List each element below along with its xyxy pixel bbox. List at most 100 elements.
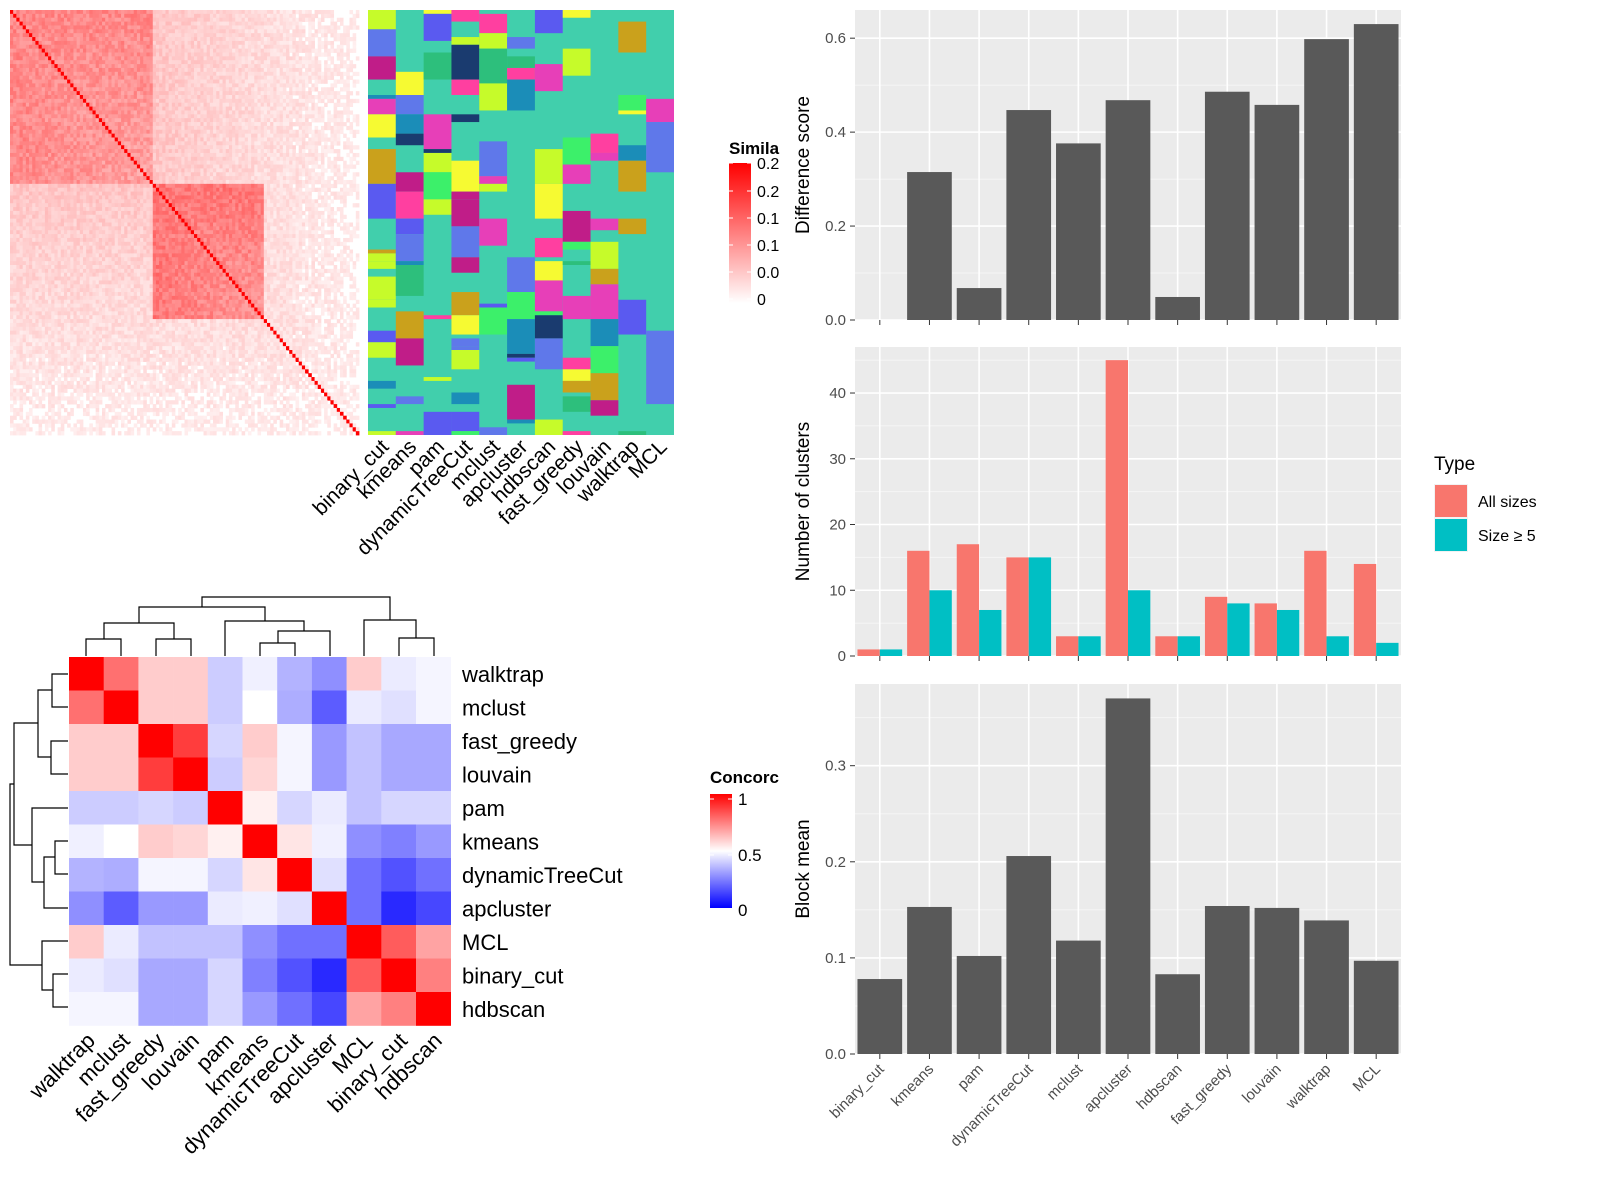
similarity-cell [235, 114, 239, 119]
similarity-cell [330, 118, 335, 123]
similarity-cell [16, 133, 20, 138]
similarity-cell [203, 137, 208, 142]
similarity-cell [301, 102, 306, 107]
similarity-cell [305, 129, 309, 135]
similarity-cell [320, 133, 325, 138]
similarity-cell [247, 168, 252, 173]
similarity-cell [117, 98, 122, 104]
similarity-cell [146, 64, 150, 69]
similarity-cell [102, 29, 106, 34]
similarity-cell [60, 141, 65, 146]
similarity-cell [54, 129, 58, 135]
similarity-cell [13, 191, 17, 196]
similarity-cell [136, 180, 141, 185]
similarity-cell [146, 87, 150, 92]
similarity-cell [149, 149, 154, 154]
similarity-cell [136, 152, 141, 158]
similarity-cell [308, 110, 312, 115]
similarity-cell [146, 25, 150, 30]
similarity-cell [146, 21, 150, 26]
similarity-cell [181, 79, 185, 84]
similarity-cell [235, 141, 239, 146]
similarity-cell [35, 168, 39, 173]
similarity-cell [203, 79, 208, 84]
similarity-cell [314, 102, 319, 107]
similarity-cell [22, 91, 27, 96]
similarity-cell [168, 191, 173, 196]
similarity-cell [181, 145, 185, 150]
similarity-cell [133, 87, 138, 92]
similarity-cell [86, 98, 90, 104]
similarity-cell [336, 48, 341, 53]
similarity-cell [181, 29, 185, 34]
similarity-cell [260, 13, 265, 19]
similarity-cell [247, 152, 252, 158]
similarity-cell [352, 64, 357, 69]
similarity-cell [54, 13, 58, 19]
similarity-cell [121, 79, 125, 84]
similarity-cell [159, 44, 163, 50]
similarity-cell [16, 40, 20, 46]
similarity-cell [102, 180, 106, 185]
similarity-cell [222, 40, 227, 46]
similarity-cell [241, 40, 246, 46]
similarity-cell [98, 75, 103, 80]
similarity-cell [228, 64, 233, 69]
similarity-cell [228, 10, 233, 15]
similarity-cell [127, 187, 131, 192]
similarity-cell [247, 21, 252, 26]
similarity-cell [260, 110, 265, 115]
similarity-cell [149, 160, 154, 165]
similarity-cell [16, 145, 20, 150]
similarity-cell [320, 164, 325, 169]
similarity-cell [254, 102, 258, 107]
similarity-cell [305, 98, 309, 104]
similarity-cell [13, 110, 17, 115]
similarity-cell [162, 137, 166, 142]
similarity-cell [305, 118, 309, 123]
similarity-cell [333, 91, 338, 96]
similarity-cell [279, 10, 284, 15]
similarity-cell [105, 191, 109, 196]
similarity-cell [22, 156, 27, 162]
similarity-cell [95, 125, 100, 131]
similarity-cell [73, 33, 78, 38]
similarity-cell [260, 67, 265, 73]
similarity-cell [203, 60, 208, 65]
similarity-cell [16, 122, 20, 127]
similarity-cell [44, 168, 49, 173]
similarity-cell [305, 48, 309, 53]
similarity-cell [105, 56, 109, 61]
similarity-cell [38, 152, 43, 158]
similarity-cell [67, 160, 71, 165]
similarity-cell [260, 133, 265, 138]
similarity-cell [339, 56, 344, 61]
similarity-cell [206, 21, 211, 26]
similarity-cell [266, 125, 271, 131]
similarity-cell [216, 48, 220, 53]
similarity-cell [92, 60, 97, 65]
similarity-cell [181, 164, 185, 169]
similarity-cell [203, 37, 208, 42]
similarity-cell [146, 114, 150, 119]
similarity-cell [200, 180, 204, 185]
similarity-cell [320, 152, 325, 158]
similarity-cell [162, 156, 166, 162]
similarity-cell [238, 133, 243, 138]
similarity-cell [298, 83, 303, 88]
similarity-cell [35, 64, 39, 69]
similarity-cell [165, 152, 170, 158]
similarity-cell [197, 137, 201, 142]
similarity-cell [184, 83, 189, 88]
similarity-cell [352, 176, 357, 181]
similarity-cell [159, 13, 163, 19]
similarity-cell [273, 75, 277, 80]
similarity-cell [257, 145, 262, 150]
similarity-cell [238, 98, 243, 104]
similarity-cell [121, 102, 125, 107]
similarity-cell [209, 10, 214, 15]
similarity-cell [209, 129, 214, 135]
similarity-cell [324, 191, 328, 196]
similarity-cell [314, 160, 319, 165]
similarity-cell [136, 141, 141, 146]
